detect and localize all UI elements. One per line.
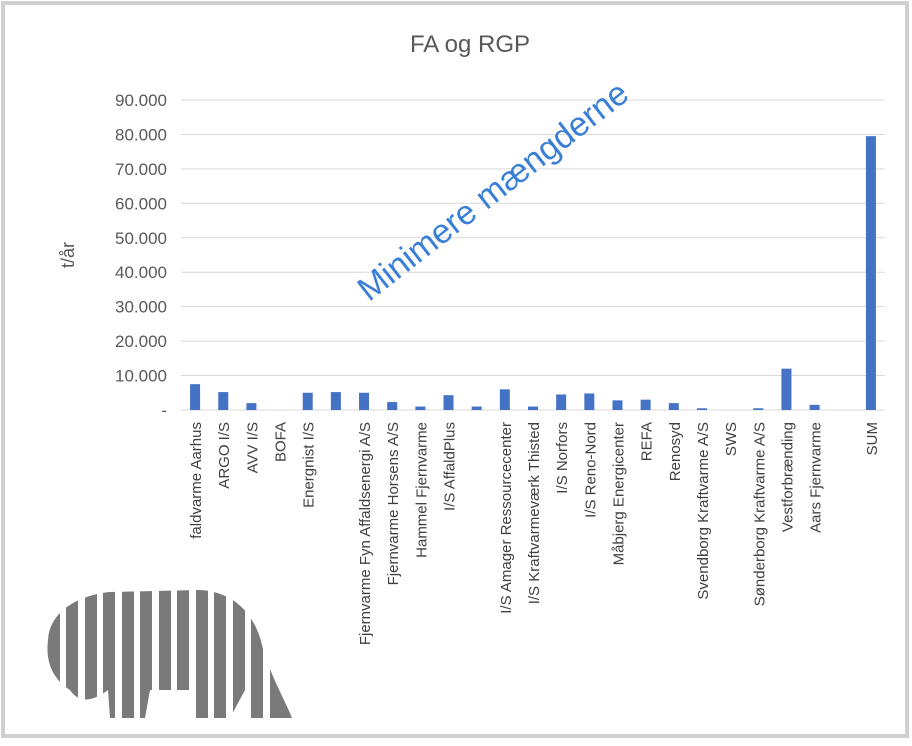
- bar: [472, 407, 482, 410]
- y-tick-label: 70.000: [115, 160, 167, 179]
- x-tick-label: I/S Norfors: [554, 422, 571, 494]
- bar: [359, 393, 369, 410]
- bar: [415, 407, 425, 410]
- x-tick-label: SWS: [723, 422, 740, 456]
- x-tick-label: faldvarme Aarhus: [188, 422, 205, 539]
- bar: [584, 393, 594, 410]
- x-tick-label: I/S Amager Ressourcecenter: [498, 422, 515, 614]
- y-tick-label: 20.000: [115, 332, 167, 351]
- bar: [810, 405, 820, 410]
- bar: [669, 403, 679, 410]
- x-tick-label: Fjernvarme Fyn Affaldsenergi A/S: [357, 422, 374, 645]
- y-tick-label: 30.000: [115, 298, 167, 317]
- y-tick-label: -: [161, 401, 167, 420]
- bar: [387, 402, 397, 410]
- bar: [753, 408, 763, 410]
- y-tick-label: 50.000: [115, 229, 167, 248]
- bar: [612, 400, 622, 410]
- x-tick-label: I/S Reno-Nord: [582, 422, 599, 518]
- y-tick-label: 90.000: [115, 91, 167, 110]
- bar: [246, 403, 256, 410]
- bar: [556, 395, 566, 411]
- bar: [190, 384, 200, 410]
- x-tick-label: Aars Fjernvarme: [808, 422, 825, 533]
- x-tick-label: I/S Kraftvarmeværk Thisted: [526, 422, 543, 604]
- x-tick-label: Fjernvarme Horsens A/S: [385, 422, 402, 585]
- y-axis-label: t/år: [58, 242, 78, 268]
- x-tick-label: Energnist I/S: [301, 422, 318, 508]
- bar: [331, 392, 341, 410]
- x-tick-label: Svendborg Kraftvarme A/S: [695, 422, 712, 600]
- x-tick-label: Vestforbrænding: [779, 422, 796, 532]
- bar: [781, 369, 791, 410]
- x-tick-label: SUM: [864, 422, 881, 455]
- bar: [500, 389, 510, 410]
- bar: [444, 395, 454, 410]
- bar: [866, 136, 876, 410]
- x-tick-label: BOFA: [273, 422, 290, 462]
- chart: FA og RGP t/år - 10.000 20.000 30.000 40.000…: [0, 0, 912, 741]
- y-tick-label: 80.000: [115, 125, 167, 144]
- y-tick-label: 60.000: [115, 194, 167, 213]
- x-tick-label: Renosyd: [667, 422, 684, 481]
- chart-title: FA og RGP: [410, 31, 530, 58]
- bar: [303, 393, 313, 410]
- bar: [528, 407, 538, 410]
- bar: [641, 400, 651, 410]
- x-tick-label: Sønderborg Kraftvarme A/S: [751, 422, 768, 606]
- bar: [697, 408, 707, 410]
- x-tick-label: AVV I/S: [244, 422, 261, 473]
- y-tick-label: 10.000: [115, 367, 167, 386]
- x-tick-label: ARGO I/S: [216, 422, 233, 489]
- x-tick-label: Måbjerg Energicenter: [610, 422, 627, 565]
- x-tick-label: Hammel Fjernvarme: [413, 422, 430, 558]
- bar: [218, 392, 228, 410]
- y-tick-label: 40.000: [115, 263, 167, 282]
- x-tick-label: I/S AffaldPlus: [442, 422, 459, 511]
- x-tick-label: REFA: [639, 422, 656, 461]
